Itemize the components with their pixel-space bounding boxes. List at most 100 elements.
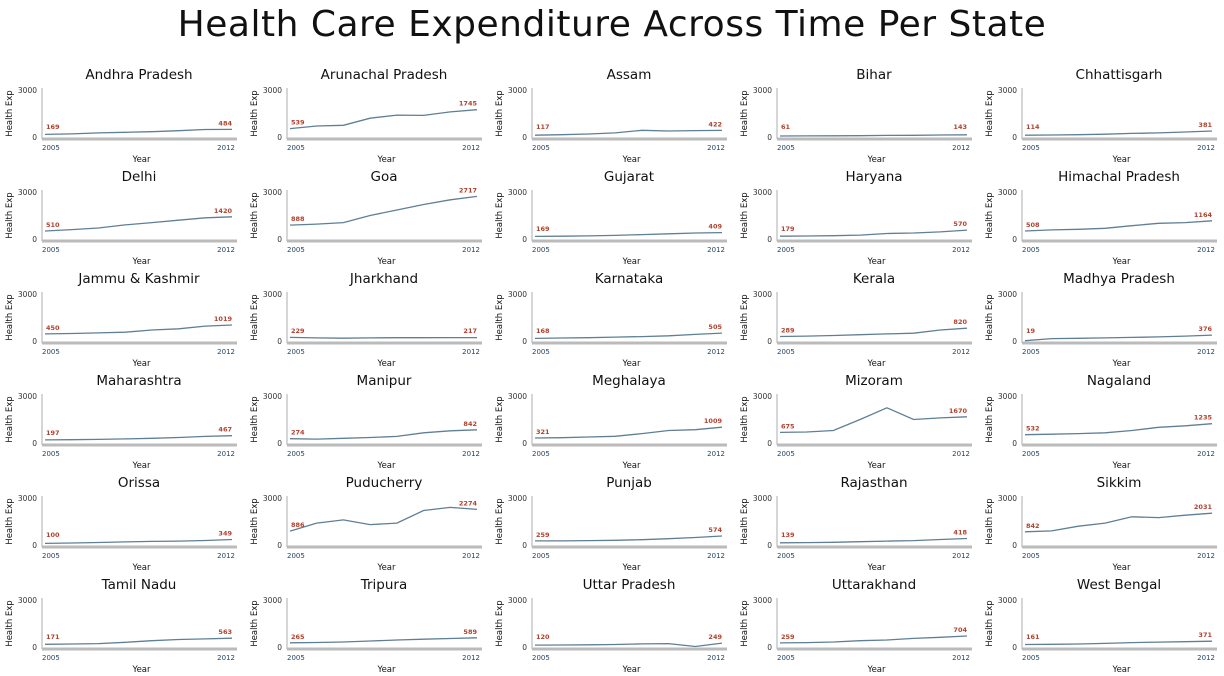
x-tick-label: 2012	[217, 348, 235, 356]
y-tick-label: 0	[277, 133, 282, 142]
panel-title: Madhya Pradesh	[1063, 271, 1175, 287]
series-line	[44, 435, 233, 441]
panel-title: Uttar Pradesh	[583, 577, 676, 593]
y-tick-label: 0	[1012, 541, 1017, 550]
y-axis-label: Health Exp	[5, 294, 15, 340]
data-label-last: 418	[953, 528, 967, 536]
y-axis-label: Health Exp	[5, 600, 15, 646]
y-axis-label: Health Exp	[985, 396, 995, 442]
data-label-first: 886	[291, 521, 305, 529]
series-line	[289, 637, 478, 644]
y-axis-label: Health Exp	[740, 498, 750, 544]
y-tick-label: 3000	[18, 494, 37, 503]
x-tick-label: 2012	[217, 450, 235, 458]
y-tick-label: 0	[1012, 439, 1017, 448]
x-tick-label: 2005	[777, 246, 795, 254]
y-axis-label: Health Exp	[5, 90, 15, 136]
data-label-first: 168	[536, 327, 550, 335]
x-axis-label: Year	[132, 359, 152, 369]
x-tick-label: 2012	[1197, 144, 1215, 152]
y-tick-label: 0	[32, 337, 37, 346]
data-label-last: 574	[708, 526, 722, 534]
x-tick-label: 2012	[952, 450, 970, 458]
x-axis-label: Year	[377, 665, 397, 675]
data-label-first: 532	[1026, 425, 1040, 433]
panel-title: Gujarat	[604, 169, 654, 185]
series-line	[779, 134, 968, 137]
y-tick-label: 0	[277, 337, 282, 346]
x-axis-label: Year	[1112, 665, 1132, 675]
y-axis-label: Health Exp	[250, 396, 260, 442]
series-line	[1024, 220, 1213, 232]
series-line	[44, 128, 233, 136]
y-axis-label: Health Exp	[985, 498, 995, 544]
panel-title: Punjab	[606, 475, 652, 491]
panel-title: Puducherry	[346, 475, 423, 491]
y-axis-label: Health Exp	[250, 90, 260, 136]
x-tick-label: 2005	[532, 450, 550, 458]
y-tick-label: 3000	[508, 290, 527, 299]
data-label-first: 842	[1026, 522, 1040, 530]
series-line	[289, 506, 478, 532]
x-axis-label: Year	[867, 563, 887, 573]
series-line	[44, 324, 233, 335]
x-axis-label: Year	[622, 359, 642, 369]
data-label-last: 2717	[459, 186, 477, 194]
panel-title: Orissa	[118, 475, 160, 491]
x-tick-label: 2012	[217, 552, 235, 560]
data-label-first: 265	[291, 633, 305, 641]
y-tick-label: 0	[767, 235, 772, 244]
x-tick-label: 2012	[462, 654, 480, 662]
y-tick-label: 0	[767, 337, 772, 346]
series-line	[779, 407, 968, 434]
y-tick-label: 3000	[18, 86, 37, 95]
panel-title: Meghalaya	[592, 373, 666, 389]
x-tick-label: 2012	[217, 246, 235, 254]
x-tick-label: 2012	[1197, 348, 1215, 356]
data-label-first: 114	[1026, 123, 1040, 131]
data-label-first: 197	[46, 429, 60, 437]
y-axis-label: Health Exp	[495, 192, 505, 238]
x-axis-label: Year	[622, 257, 642, 267]
y-axis-label: Health Exp	[740, 90, 750, 136]
y-axis-label: Health Exp	[740, 192, 750, 238]
data-label-last: 2274	[459, 499, 478, 507]
x-axis-label: Year	[867, 665, 887, 675]
series-line	[779, 229, 968, 237]
y-tick-label: 0	[767, 133, 772, 142]
data-label-first: 289	[781, 326, 795, 334]
series-line	[289, 109, 478, 130]
x-tick-label: 2012	[1197, 654, 1215, 662]
data-label-last: 1019	[214, 315, 233, 323]
panel-title: Jammu & Kashmir	[77, 271, 200, 287]
x-tick-label: 2012	[952, 654, 970, 662]
data-label-first: 100	[46, 531, 60, 539]
data-label-last: 376	[1198, 325, 1212, 333]
x-tick-label: 2012	[462, 552, 480, 560]
panel-title: West Bengal	[1077, 577, 1161, 593]
y-tick-label: 0	[277, 643, 282, 652]
x-tick-label: 2005	[532, 654, 550, 662]
y-axis-label: Health Exp	[495, 498, 505, 544]
x-tick-label: 2012	[707, 246, 725, 254]
y-tick-label: 0	[522, 235, 527, 244]
panel-title: Assam	[607, 67, 652, 83]
data-label-last: 381	[1198, 121, 1212, 129]
x-axis-label: Year	[377, 257, 397, 267]
x-tick-label: 2012	[952, 552, 970, 560]
y-axis-label: Health Exp	[250, 600, 260, 646]
y-axis-label: Health Exp	[740, 396, 750, 442]
x-axis-label: Year	[1112, 155, 1132, 165]
panel-title: Himachal Pradesh	[1058, 169, 1180, 185]
data-label-first: 161	[1026, 633, 1040, 641]
x-tick-label: 2005	[777, 348, 795, 356]
data-label-first: 120	[536, 633, 550, 641]
x-tick-label: 2012	[707, 348, 725, 356]
y-tick-label: 3000	[18, 188, 37, 197]
y-tick-label: 3000	[998, 494, 1017, 503]
y-tick-label: 3000	[18, 392, 37, 401]
x-axis-label: Year	[1112, 461, 1132, 471]
x-tick-label: 2012	[462, 144, 480, 152]
series-line	[779, 327, 968, 338]
